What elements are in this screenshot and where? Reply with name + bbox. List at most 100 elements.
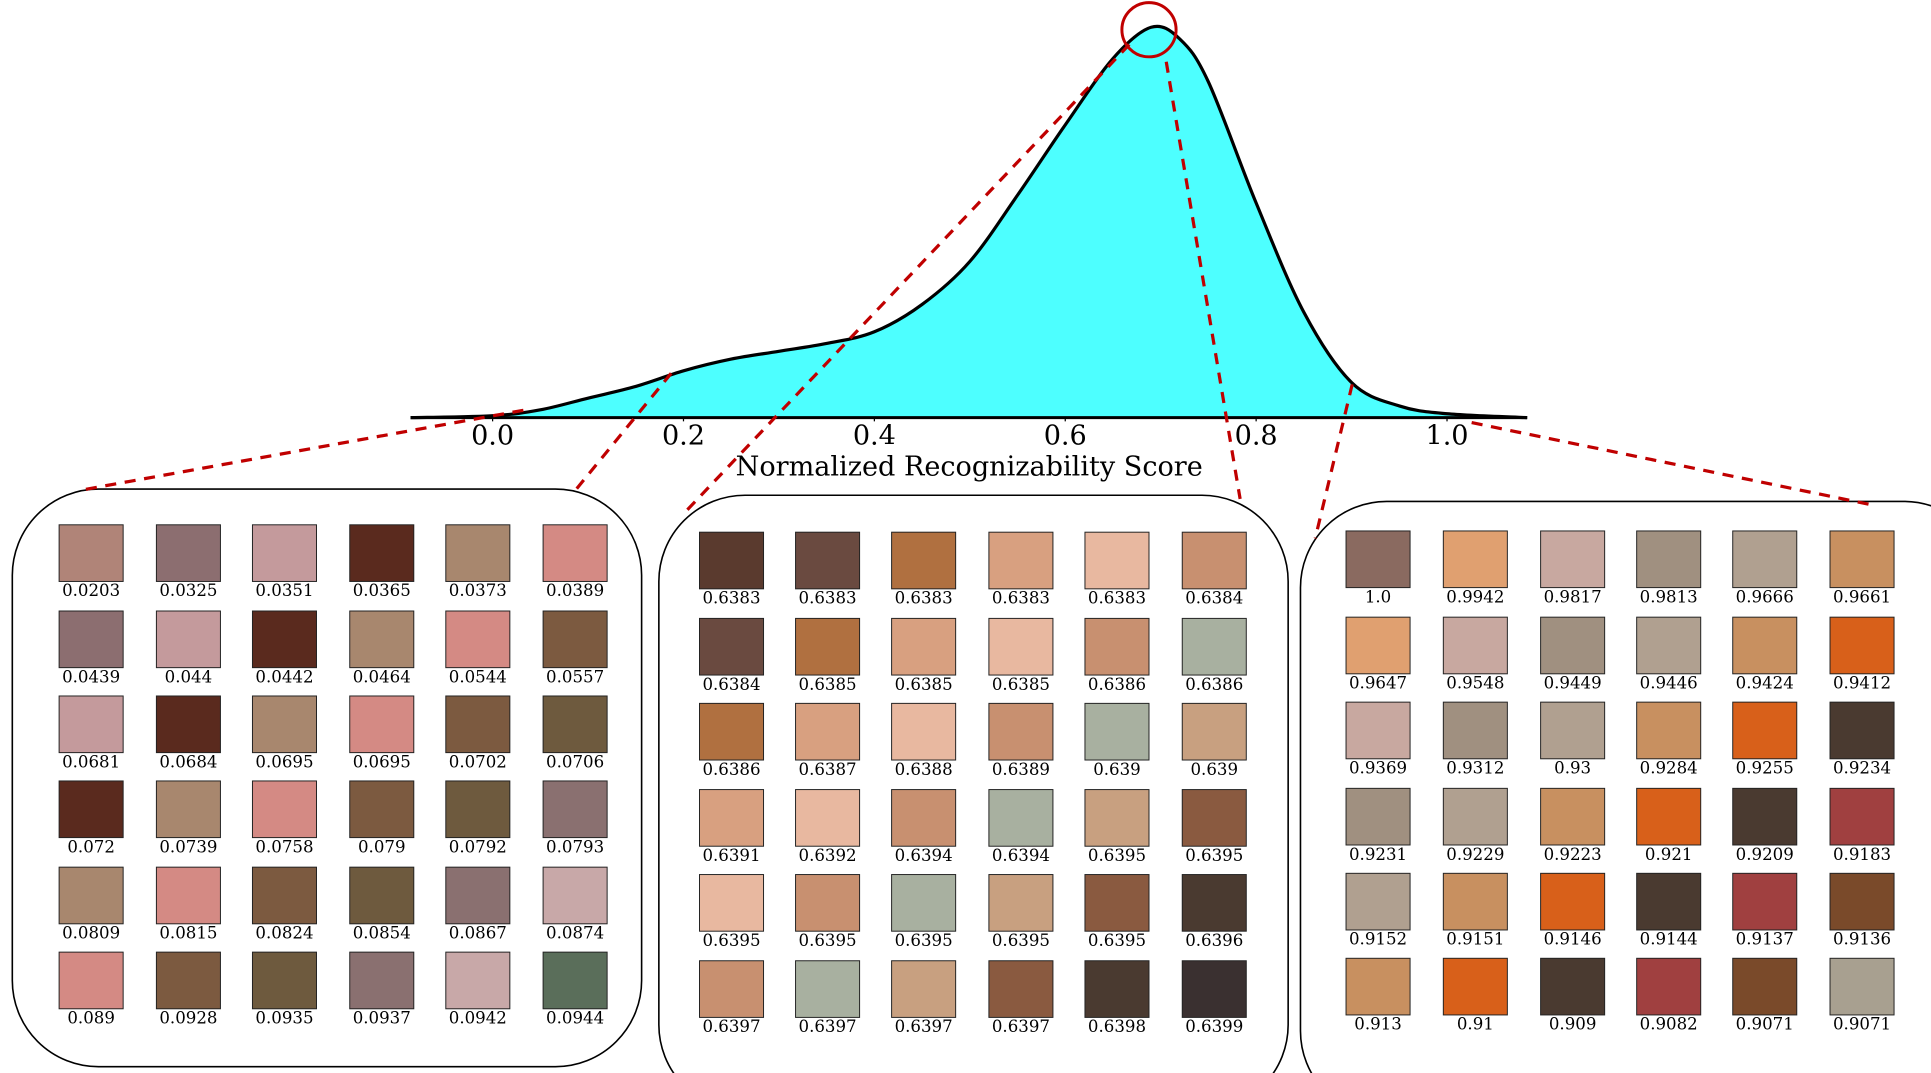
score-label: 0.079: [358, 837, 406, 856]
score-label: 0.6386: [1185, 675, 1243, 694]
face-thumbnail: [989, 703, 1053, 760]
score-label: 0.9071: [1833, 1015, 1891, 1034]
score-label: 0.6386: [1088, 675, 1146, 694]
score-label: 0.6388: [895, 760, 953, 779]
score-label: 0.9136: [1833, 930, 1891, 949]
face-thumbnail: [1733, 531, 1797, 588]
score-label: 0.6394: [895, 846, 953, 865]
face-thumbnail: [989, 618, 1053, 675]
face-thumbnail: [1637, 617, 1701, 674]
face-thumbnail: [1830, 958, 1894, 1015]
face-thumbnail: [1346, 531, 1410, 588]
score-label: 0.9647: [1349, 674, 1407, 693]
score-label: 0.9071: [1736, 1015, 1794, 1034]
score-label: 0.6395: [1088, 846, 1146, 865]
face-thumbnail: [796, 532, 860, 589]
face-thumbnail: [1085, 790, 1149, 847]
score-label: 0.0935: [255, 1009, 313, 1028]
face-thumbnail: [543, 525, 607, 582]
score-label: 0.0942: [449, 1009, 507, 1028]
score-label: 0.9231: [1349, 845, 1407, 864]
face-thumbnail: [1443, 958, 1507, 1015]
score-label: 0.6389: [992, 760, 1050, 779]
score-label: 0.0867: [449, 924, 507, 943]
face-thumbnail: [796, 703, 860, 760]
score-label: 0.9942: [1446, 587, 1504, 606]
face-thumbnail: [350, 611, 414, 668]
score-label: 1.0: [1365, 587, 1391, 606]
face-thumbnail: [1085, 875, 1149, 932]
face-thumbnail: [59, 611, 123, 668]
score-label: 0.9424: [1736, 674, 1794, 693]
score-label: 0.6395: [992, 931, 1050, 950]
score-label: 0.0944: [546, 1009, 604, 1028]
score-label: 0.9449: [1544, 674, 1602, 693]
face-thumbnail: [350, 525, 414, 582]
face-thumbnail: [1637, 702, 1701, 759]
score-label: 0.0824: [255, 924, 313, 943]
face-thumbnail: [1733, 873, 1797, 930]
score-label: 0.9661: [1833, 587, 1891, 606]
score-label: 0.6383: [992, 589, 1050, 608]
face-thumbnail: [699, 618, 763, 675]
score-label: 0.6395: [1088, 931, 1146, 950]
score-label: 0.9813: [1640, 587, 1698, 606]
face-thumbnail: [350, 696, 414, 753]
score-label: 0.6397: [895, 1017, 953, 1036]
face-thumbnail: [989, 790, 1053, 847]
x-axis-label: Normalized Recognizability Score: [736, 452, 1203, 483]
face-thumbnail: [1085, 618, 1149, 675]
face-thumbnail: [1346, 702, 1410, 759]
score-label: 0.9151: [1446, 930, 1504, 949]
face-thumbnail: [1182, 703, 1246, 760]
score-label: 0.0203: [62, 581, 120, 600]
face-thumbnail: [543, 611, 607, 668]
score-label: 0.0544: [449, 667, 507, 686]
face-thumbnail: [543, 781, 607, 838]
face-thumbnail: [350, 952, 414, 1009]
face-thumbnail: [156, 696, 220, 753]
face-thumbnail: [1541, 702, 1605, 759]
x-tick-label: 0.2: [662, 421, 705, 452]
score-label: 0.6395: [799, 931, 857, 950]
face-thumbnail: [350, 781, 414, 838]
x-tick-label: 0.8: [1235, 421, 1278, 452]
x-tick-label: 0.0: [471, 421, 514, 452]
score-label: 0.9144: [1640, 930, 1698, 949]
score-label: 0.6384: [702, 675, 760, 694]
face-thumbnail: [1443, 531, 1507, 588]
score-label: 0.6386: [702, 760, 760, 779]
score-label: 0.639: [1093, 760, 1141, 779]
score-label: 0.909: [1549, 1015, 1597, 1034]
face-thumbnail: [1733, 788, 1797, 845]
face-thumbnail: [1182, 618, 1246, 675]
score-label: 0.089: [67, 1009, 115, 1028]
face-thumbnail: [1443, 617, 1507, 674]
face-thumbnail: [446, 696, 510, 753]
score-label: 0.6385: [799, 675, 857, 694]
face-thumbnail: [1085, 703, 1149, 760]
face-thumbnail: [1182, 961, 1246, 1018]
face-thumbnail: [892, 703, 956, 760]
face-thumbnail: [156, 611, 220, 668]
score-label: 0.0758: [255, 837, 313, 856]
score-label: 0.9666: [1736, 587, 1794, 606]
score-label: 0.6397: [992, 1017, 1050, 1036]
face-thumbnail: [1085, 961, 1149, 1018]
face-thumbnail: [989, 961, 1053, 1018]
face-thumbnail: [1085, 532, 1149, 589]
score-label: 0.91: [1457, 1015, 1494, 1034]
face-thumbnail: [699, 790, 763, 847]
score-label: 0.9369: [1349, 759, 1407, 778]
score-label: 0.0464: [353, 667, 411, 686]
score-label: 0.0365: [353, 581, 411, 600]
face-thumbnail: [892, 532, 956, 589]
face-thumbnail: [59, 952, 123, 1009]
score-label: 0.6383: [799, 589, 857, 608]
score-label: 0.9255: [1736, 759, 1794, 778]
score-label: 0.0793: [546, 837, 604, 856]
face-thumbnail: [59, 696, 123, 753]
face-thumbnail: [1443, 788, 1507, 845]
face-thumbnail: [1830, 873, 1894, 930]
score-label: 0.6395: [1185, 846, 1243, 865]
